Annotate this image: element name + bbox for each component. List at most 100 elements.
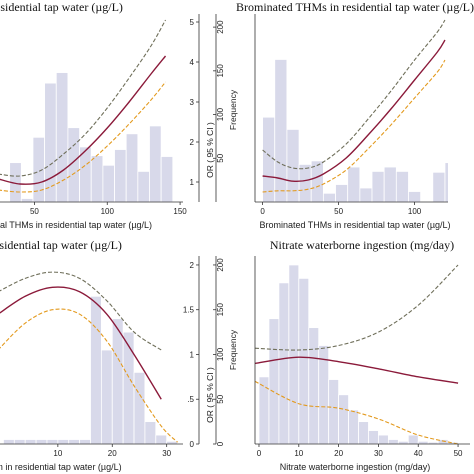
x-axis-title: Total THMs in residential tap water (µg/…	[0, 220, 152, 230]
or-curve	[255, 356, 459, 384]
histogram-bar	[79, 439, 91, 444]
frequency-tick-label: 50	[216, 153, 225, 162]
histogram-bar	[288, 264, 300, 444]
histogram-bar	[122, 331, 135, 444]
histogram-bar	[102, 164, 115, 202]
histogram-bar	[338, 394, 349, 444]
panel-chloroform: Chloroform in residential tap water (µg/…	[0, 238, 238, 472]
x-axis-title: Nitrate waterborne ingestion (mg/day)	[280, 462, 431, 472]
histogram-bar	[322, 192, 336, 202]
histogram-bar	[3, 439, 15, 444]
histogram-bar	[268, 318, 280, 444]
histogram-bar	[457, 154, 469, 202]
panel-title-brominated-thms: Brominated THMs in residential tap water…	[236, 0, 474, 14]
histogram-bar	[298, 277, 310, 444]
frequency-tick-label: 50	[216, 394, 225, 403]
x-tick-label: 10	[53, 449, 62, 458]
plot-area: 0 10 20 30 40 50	[254, 256, 470, 458]
histogram-bar	[274, 59, 288, 202]
plot-inner	[255, 264, 459, 444]
histogram-bar	[114, 149, 127, 202]
histogram-bar	[308, 327, 320, 444]
histogram-bar	[13, 439, 26, 444]
histogram-bar	[35, 439, 48, 444]
histogram-bar	[387, 439, 399, 444]
x-tick-label: 20	[108, 449, 117, 458]
histogram-bar	[444, 162, 448, 202]
histogram-bar	[407, 434, 419, 444]
x-tick-label: 100	[408, 207, 422, 216]
x-axis-title: Chloroform in residential tap water (µg/…	[0, 462, 122, 472]
or-tick-label: 3	[190, 98, 195, 107]
histogram-bar	[133, 371, 146, 444]
or-tick-label: 4	[190, 58, 195, 67]
histogram-bar	[155, 434, 168, 444]
histogram-bar	[358, 421, 369, 444]
plot-area: 50 100 150 1 2 3 4 5 50 100 150 200	[0, 14, 225, 216]
panel-brominated-thms: Brominated THMs in residential tap water…	[236, 0, 474, 230]
x-tick-label: 10	[294, 449, 303, 458]
plot-area: 0 50 100	[254, 14, 474, 216]
or-tick-label: 1	[190, 178, 195, 187]
frequency-tick-label: 150	[216, 64, 225, 78]
histogram-bar	[378, 434, 389, 444]
histogram-bar	[144, 421, 157, 444]
panel-nitrate: Nitrate waterborne ingestion (mg/day) 0 1…	[254, 238, 470, 472]
histogram-bar	[100, 349, 113, 444]
x-tick-label: 30	[374, 449, 383, 458]
frequency-tick-label: 200	[216, 258, 225, 272]
histogram-bar	[68, 439, 81, 444]
or-curve	[0, 286, 162, 400]
histogram-bar	[371, 170, 385, 202]
histogram-bar	[149, 125, 162, 202]
histogram-bar	[20, 198, 34, 202]
panel-total-thms: Total THMs in residential tap water (µg/…	[0, 0, 238, 230]
frequency-tick-label: 150	[216, 302, 225, 316]
histogram-bar	[111, 318, 124, 444]
panel-title-chloroform: Chloroform in residential tap water (µg/…	[0, 238, 122, 252]
or-tick-label: 2	[190, 261, 195, 270]
x-tick-label: 150	[173, 207, 187, 216]
histogram-bar	[397, 440, 409, 444]
lower-curve	[0, 308, 178, 443]
or-tick-label: 1.5	[183, 306, 195, 315]
histogram-bar	[417, 440, 429, 444]
histogram-bar	[432, 171, 446, 202]
upper-curve	[0, 19, 166, 177]
histogram-bar	[408, 191, 422, 202]
lower-curve	[262, 59, 446, 193]
histogram-bar	[57, 439, 70, 444]
lower-curve	[255, 380, 459, 444]
x-tick-label: 0	[260, 207, 265, 216]
or-tick-label: 5	[190, 18, 195, 27]
histogram-bar	[278, 282, 290, 444]
histogram-bar	[447, 441, 459, 444]
lower-curve	[0, 81, 166, 193]
histogram-bar	[90, 155, 104, 202]
frequency-tick-label: 200	[216, 20, 225, 34]
upper-curve	[255, 264, 459, 351]
histogram-bar	[166, 440, 178, 444]
histogram-bar	[46, 439, 59, 444]
or-tick-label: 1	[190, 350, 195, 359]
histogram-bar	[469, 154, 474, 202]
frequency-axis-title: Frequency	[228, 89, 238, 130]
upper-curve	[0, 271, 162, 351]
histogram-bar	[24, 439, 37, 444]
or-curve	[262, 39, 446, 183]
histogram-bar	[90, 295, 102, 444]
histogram-bar	[395, 170, 409, 202]
plot-inner	[0, 19, 174, 202]
histogram-bar	[125, 133, 139, 202]
or-curve	[0, 55, 167, 185]
frequency-axis-title: Frequency	[228, 329, 238, 370]
plot-inner	[0, 271, 178, 444]
histogram-bar	[310, 160, 324, 202]
or-tick-label: 0	[190, 440, 195, 449]
histogram-bar	[44, 82, 57, 202]
plot-inner	[262, 19, 474, 202]
histogram-bar	[368, 430, 379, 444]
histogram-bar	[328, 379, 340, 444]
